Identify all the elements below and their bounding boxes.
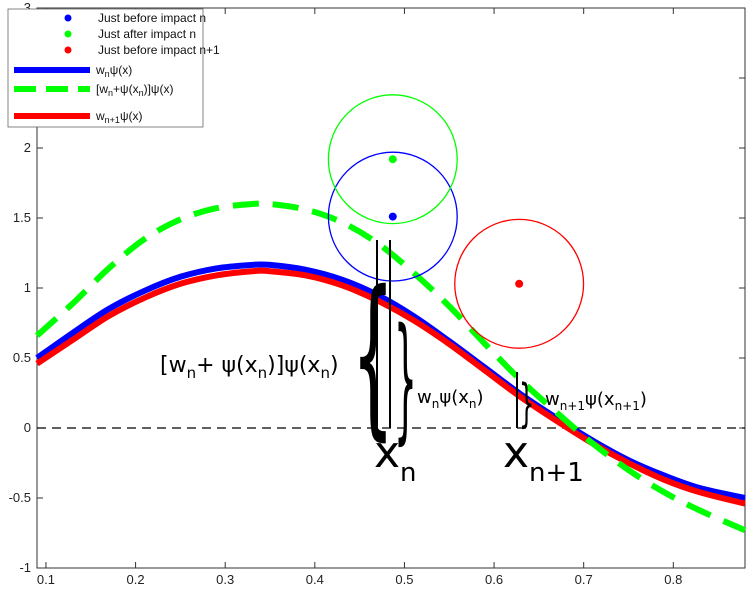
y-tick-label: 0.5 [13,350,31,365]
x-tick-label: 0.5 [395,572,413,587]
impact-points [327,94,585,349]
y-tick-label: 0 [24,420,31,435]
legend-label: Just after impact n [98,27,196,41]
right-brace-wn1: } [519,372,534,434]
x-tick-label: 0.4 [306,572,324,587]
legend-label: Just before impact n [98,11,206,25]
x-tick-label: 0.7 [575,572,593,587]
label-wn-psi: wnψ(xn) [417,387,484,411]
legend-label: wnψ(x) [95,63,132,79]
y-tick-label: 1.5 [13,210,31,225]
y-tick-label: 3 [24,0,31,15]
impact-point [388,155,397,164]
impact-circle [327,94,458,225]
legend-marker [64,14,72,22]
left-brace-large: { [352,255,394,457]
x-tick-label: 0.6 [485,572,503,587]
label-wn1-psi: wn+1ψ(xn+1) [545,389,647,413]
annotations: { } } [wn+ ψ(xn)]ψ(xn) wnψ(xn) wn+1ψ(xn+… [160,240,647,488]
legend-label: Just before impact n+1 [98,43,220,57]
x-tick-label: 0.2 [127,572,145,587]
impact-point [388,212,397,221]
y-tick-label: -0.5 [9,490,31,505]
legend: Just before impact n Just after impact n J… [7,8,220,128]
legend-label: [wn+ψ(xn)]ψ(x) [96,82,173,98]
legend-marker [64,30,72,38]
label-xn: xn [374,427,417,488]
label-wn-plus-psi: [wn+ ψ(xn)]ψ(xn) [160,353,339,382]
impact-circle [454,218,585,349]
label-xn1: xn+1 [503,427,584,488]
impact-circle [327,151,458,282]
x-tick-label: 0.3 [216,572,234,587]
y-tick-label: -1 [19,560,31,575]
x-tick-label: 0.1 [37,572,55,587]
y-tick-label: 2 [24,140,31,155]
right-brace-wn: } [394,301,417,458]
impact-point [515,279,524,288]
legend-marker [64,46,72,54]
legend-label: wn+1ψ(x) [95,109,143,125]
x-tick-label: 0.8 [664,572,682,587]
y-tick-label: 1 [24,280,31,295]
